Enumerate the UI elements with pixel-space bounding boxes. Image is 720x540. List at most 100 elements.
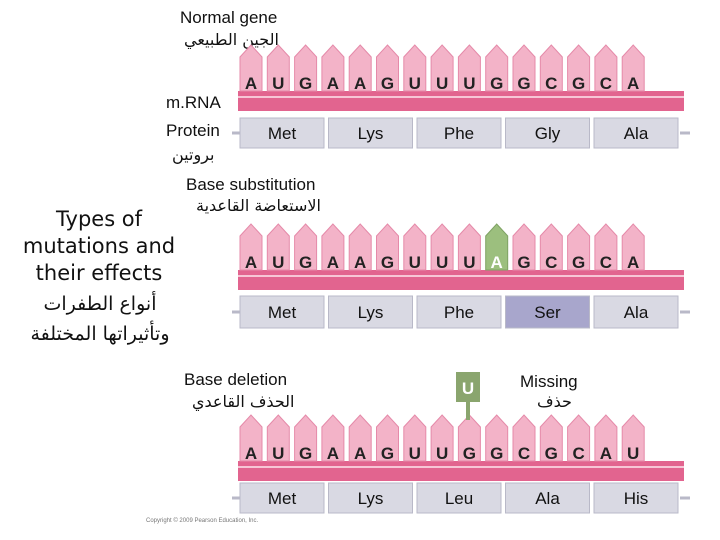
mrna-base-letter: C <box>600 253 612 272</box>
mrna-base-tooth <box>321 44 345 92</box>
base-substitution-label-ar: الاستعاضة القاعدية <box>196 196 321 215</box>
mrna-base-tooth <box>294 414 318 462</box>
mrna-base-tooth <box>539 44 563 92</box>
mrna-base-tooth <box>348 223 372 271</box>
title-line-1: Types of <box>55 207 143 231</box>
amino-acid-box <box>416 117 502 149</box>
mrna-base-letter: C <box>600 74 612 93</box>
base-deletion-label-ar: الحذف القاعدي <box>192 392 295 411</box>
mrna-base-tooth <box>567 414 591 462</box>
title-ar-line-2: وتأثيراتها المختلفة <box>30 323 170 345</box>
mrna-base-letter: A <box>245 444 257 463</box>
mrna-base-tooth <box>594 223 618 271</box>
mrna-base-tooth <box>266 44 290 92</box>
mrna-backbone-deletion <box>238 461 684 481</box>
mrna-base-letter: A <box>327 74 339 93</box>
mrna-base-tooth <box>321 414 345 462</box>
amino-acid-label: Lys <box>358 303 384 322</box>
copyright-notice: Copyright © 2009 Pearson Education, Inc. <box>146 518 259 524</box>
mrna-base-letter: G <box>572 74 585 93</box>
mrna-base-letter: G <box>572 253 585 272</box>
mrna-base-tooth <box>621 44 645 92</box>
amino-acid-box <box>328 482 413 514</box>
mrna-base-tooth <box>239 44 263 92</box>
mrna-base-letter: U <box>436 253 448 272</box>
mrna-base-letter: U <box>436 444 448 463</box>
mrna-base-tooth <box>239 414 263 462</box>
mrna-base-tooth <box>539 414 563 462</box>
mrna-base-tooth <box>567 223 591 271</box>
mrna-base-letter: G <box>381 74 394 93</box>
mrna-base-letter: A <box>600 444 612 463</box>
mrna-base-letter: A <box>245 74 257 93</box>
mrna-base-tooth <box>512 414 536 462</box>
mrna-base-letter: G <box>299 74 312 93</box>
mrna-base-tooth <box>376 44 399 92</box>
amino-acid-label: His <box>624 489 649 508</box>
amino-acid-box <box>593 482 679 514</box>
amino-acid-label: Met <box>268 124 297 143</box>
mrna-base-tooth <box>294 44 318 92</box>
mrna-base-letter: A <box>327 444 339 463</box>
title-ar-line-1: أنواع الطفرات <box>43 293 157 315</box>
mrna-backbone-normal <box>238 91 684 111</box>
mrna-base-letter: U <box>409 74 421 93</box>
mrna-base-letter: C <box>545 74 557 93</box>
mrna-base-tooth <box>539 223 563 271</box>
deleted-base-tag <box>456 372 480 402</box>
mrna-base-letter: G <box>381 253 394 272</box>
mrna-base-tooth <box>430 414 454 462</box>
mrna-base-tooth <box>485 223 509 271</box>
mrna-base-letter: G <box>381 444 394 463</box>
deleted-base-letter: U <box>462 379 474 398</box>
mrna-base-letter: G <box>490 74 503 93</box>
base-deletion-label: Base deletion <box>184 370 288 389</box>
mrna-base-letter: A <box>354 74 366 93</box>
amino-acid-box <box>593 295 679 329</box>
mrna-base-letter: U <box>272 253 284 272</box>
amino-acid-label: Met <box>268 303 297 322</box>
amino-acid-box <box>239 295 325 329</box>
mrna-base-letter: U <box>463 74 475 93</box>
mrna-base-letter: U <box>627 444 639 463</box>
amino-acid-label: Leu <box>445 489 473 508</box>
mrna-base-letter: A <box>327 253 339 272</box>
mrna-backbone-substitution <box>238 270 684 290</box>
mrna-base-tooth <box>457 223 481 271</box>
amino-acid-box <box>239 117 325 149</box>
amino-acid-label: Lys <box>358 489 384 508</box>
amino-acid-label: Ala <box>624 124 649 143</box>
mrna-base-tooth <box>376 414 399 462</box>
base-substitution-label: Base substitution <box>186 175 316 194</box>
mrna-base-letter: G <box>299 253 312 272</box>
mrna-base-letter: G <box>463 444 476 463</box>
title-line-3: their effects <box>35 261 163 285</box>
mrna-base-letter: U <box>463 253 475 272</box>
mrna-base-letter: A <box>491 253 503 272</box>
mrna-base-letter: G <box>545 444 558 463</box>
mrna-base-tooth <box>457 414 481 462</box>
amino-acid-box <box>593 117 679 149</box>
amino-acid-box <box>505 295 590 329</box>
mrna-base-tooth <box>403 414 427 462</box>
mrna-base-letter: G <box>299 444 312 463</box>
mrna-base-tooth <box>239 223 263 271</box>
mrna-base-letter: A <box>627 74 639 93</box>
amino-acid-box <box>505 482 590 514</box>
mrna-base-tooth <box>348 44 372 92</box>
mrna-base-letter: A <box>245 253 257 272</box>
amino-acid-label: Ala <box>535 489 560 508</box>
normal-gene-label-ar: الجين الطبيعي <box>184 30 279 49</box>
mrna-base-letter: U <box>436 74 448 93</box>
amino-acid-label: Met <box>268 489 297 508</box>
mrna-base-letter: G <box>517 74 530 93</box>
amino-acid-label: Ala <box>624 303 649 322</box>
amino-acid-label: Gly <box>535 124 561 143</box>
mrna-base-tooth <box>266 414 290 462</box>
mrna-base-tooth <box>321 223 345 271</box>
amino-acid-label: Phe <box>444 124 474 143</box>
mrna-base-letter: C <box>572 444 584 463</box>
normal-gene-label: Normal gene <box>180 8 278 27</box>
mrna-base-letter: U <box>409 253 421 272</box>
